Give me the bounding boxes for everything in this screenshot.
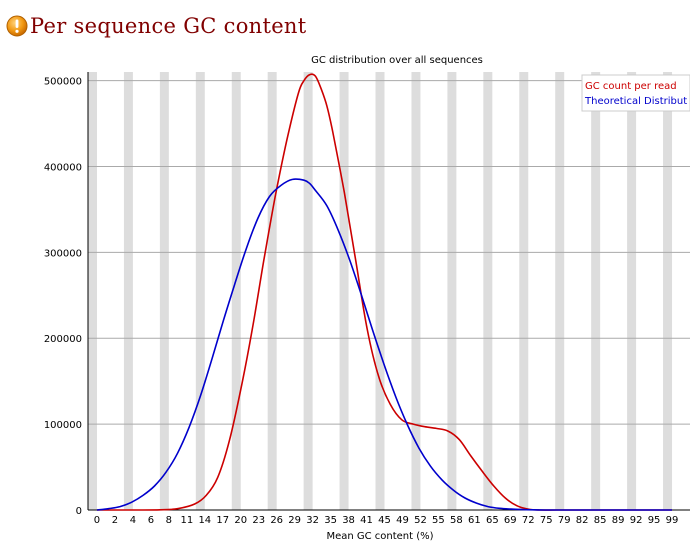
- grid-band: [663, 72, 673, 510]
- x-tick-label: 55: [432, 515, 445, 526]
- x-tick-label: 72: [522, 515, 535, 526]
- grid-band: [519, 72, 529, 510]
- x-tick-label: 17: [216, 515, 229, 526]
- x-tick-labels: 0 2 4 6 8 11 14 17 20 23 26 29 32 35 38 41 45 49 52 55 58 61 6…: [94, 515, 679, 526]
- x-tick-label: 14: [198, 515, 211, 526]
- legend-entry: Theoretical Distribut: [584, 96, 687, 107]
- x-tick-label: 45: [378, 515, 391, 526]
- y-tick-label: 0: [76, 506, 82, 517]
- x-tick-label: 65: [486, 515, 499, 526]
- page-title: Per sequence GC content: [30, 14, 307, 38]
- x-tick-label: 99: [666, 515, 679, 526]
- y-tick-label: 300000: [44, 248, 82, 259]
- x-tick-label: 49: [396, 515, 409, 526]
- y-tick-label: 400000: [44, 162, 82, 173]
- x-tick-label: 8: [166, 515, 172, 526]
- x-tick-label: 69: [504, 515, 517, 526]
- grid-band: [231, 72, 241, 510]
- x-tick-label: 11: [180, 515, 193, 526]
- y-tick-label: 200000: [44, 334, 82, 345]
- legend-box: [581, 74, 690, 112]
- x-tick-label: 89: [612, 515, 625, 526]
- grid-band: [159, 72, 169, 510]
- x-tick-label: 61: [468, 515, 481, 526]
- x-tick-label: 6: [148, 515, 154, 526]
- grid-band: [303, 72, 313, 510]
- y-tick-label: 100000: [44, 420, 82, 431]
- grid-band: [591, 72, 601, 510]
- grid-band: [555, 72, 565, 510]
- grid-band: [339, 72, 349, 510]
- x-tick-label: 41: [360, 515, 373, 526]
- x-tick-label: 23: [252, 515, 265, 526]
- grid-band: [88, 72, 97, 510]
- grid-band: [195, 72, 205, 510]
- x-tick-label: 4: [130, 515, 136, 526]
- x-tick-label: 79: [558, 515, 571, 526]
- grid-band: [123, 72, 133, 510]
- grid-band: [627, 72, 637, 510]
- series-line-theoretical: [96, 178, 672, 511]
- legend-entry: GC count per read: [585, 81, 677, 92]
- page-header: Per sequence GC content: [6, 6, 307, 46]
- x-tick-label: 29: [288, 515, 301, 526]
- warning-icon: [6, 15, 28, 37]
- x-tick-label: 20: [234, 515, 247, 526]
- horizontal-gridlines: [88, 80, 690, 425]
- x-tick-label: 0: [94, 515, 100, 526]
- x-tick-label: 85: [594, 515, 607, 526]
- x-tick-label: 58: [450, 515, 463, 526]
- x-tick-label: 52: [414, 515, 427, 526]
- chart-bands: [88, 72, 673, 510]
- x-tick-label: 92: [630, 515, 643, 526]
- grid-band: [375, 72, 385, 510]
- y-tick-label: 500000: [44, 77, 82, 88]
- x-tick-label: 95: [648, 515, 661, 526]
- x-tick-label: 26: [270, 515, 283, 526]
- grid-band: [447, 72, 457, 510]
- series-line-gc-count: [97, 73, 672, 511]
- series-lines: [96, 73, 672, 511]
- x-tick-label: 35: [324, 515, 337, 526]
- grid-band: [267, 72, 277, 510]
- chart-title: GC distribution over all sequences: [311, 55, 483, 66]
- y-tick-labels: 0 100000 200000 300000 400000 500000: [44, 77, 82, 517]
- x-tick-label: 38: [342, 515, 355, 526]
- x-tick-label: 82: [576, 515, 589, 526]
- grid-band: [483, 72, 493, 510]
- x-tick-label: 75: [540, 515, 553, 526]
- x-tick-label: 32: [306, 515, 319, 526]
- x-tick-label: 2: [112, 515, 118, 526]
- chart-legend: GC count per read Theoretical Distribut: [581, 74, 690, 112]
- grid-band: [411, 72, 421, 510]
- x-axis-label: Mean GC content (%): [326, 531, 433, 542]
